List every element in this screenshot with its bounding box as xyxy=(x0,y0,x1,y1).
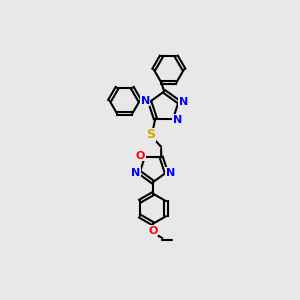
Text: O: O xyxy=(148,226,158,236)
Text: O: O xyxy=(136,151,145,161)
Text: S: S xyxy=(146,128,155,141)
Text: N: N xyxy=(131,168,140,178)
Text: N: N xyxy=(166,168,175,178)
Text: N: N xyxy=(141,96,150,106)
Text: N: N xyxy=(173,115,182,125)
Text: N: N xyxy=(178,97,188,107)
